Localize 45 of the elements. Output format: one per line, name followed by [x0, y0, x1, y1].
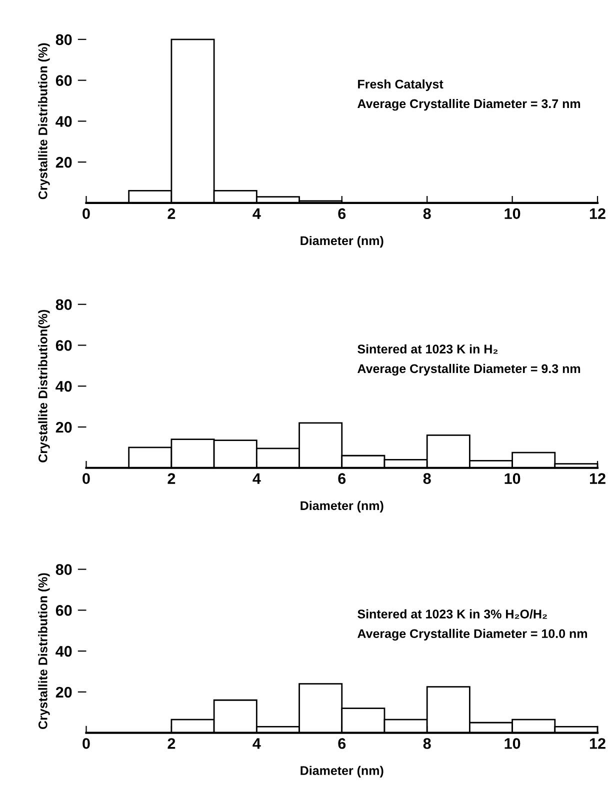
y-tick-label: 20 [56, 156, 72, 168]
y-axis-title: Crystallite Distribution (%) [38, 573, 50, 730]
x-tick-label: 6 [338, 473, 346, 484]
annotation: Average Crystallite Diameter = 9.3 nm [358, 364, 580, 376]
x-axis-title: Diameter (nm) [300, 236, 384, 248]
y-tick-label: 60 [56, 605, 72, 616]
annotation: Average Crystallite Diameter = 10.0 nm [358, 628, 587, 641]
x-tick-label: 10 [504, 738, 520, 749]
x-tick-label: 6 [338, 208, 346, 220]
x-tick-label: 8 [423, 208, 431, 220]
x-tick-label: 10 [504, 473, 520, 484]
x-tick-label: 2 [168, 738, 176, 749]
y-tick-label: 40 [56, 646, 72, 657]
y-tick-label: 60 [56, 75, 72, 86]
y-axis-title: Crystallite Distribution(%) [38, 310, 50, 462]
x-tick-label: 2 [168, 208, 176, 219]
x-tick-label: 8 [423, 738, 431, 749]
y-tick-label: 80 [56, 564, 72, 575]
x-tick-label: 4 [252, 208, 261, 219]
x-tick-label: 0 [82, 473, 90, 484]
y-axis-title: Crystallite Distribution (%) [38, 43, 50, 200]
annotation: Fresh Catalyst [358, 79, 444, 92]
y-tick-label: 40 [56, 380, 72, 392]
x-tick-label: 2 [168, 473, 176, 484]
annotation: Average Crystallite Diameter = 3.7 nm [358, 98, 580, 111]
x-axis-title: Diameter (nm) [300, 766, 384, 778]
y-tick-label: 80 [56, 34, 72, 46]
y-tick-label: 20 [56, 422, 72, 433]
x-tick-label: 4 [252, 473, 261, 484]
y-tick-label: 40 [56, 116, 72, 127]
y-tick-label: 80 [56, 299, 72, 310]
x-tick-label: 12 [590, 738, 606, 749]
x-tick-label: 10 [504, 208, 520, 220]
x-tick-label: 0 [82, 208, 90, 220]
x-tick-label: 8 [423, 473, 431, 484]
annotation: Sintered at 1023 K in 3% H₂O/H₂ [358, 609, 547, 619]
y-tick-label: 60 [56, 340, 72, 351]
x-tick-label: 4 [252, 738, 261, 749]
annotation: Sintered at 1023 K in H₂ [358, 344, 498, 354]
x-tick-label: 6 [338, 738, 346, 749]
y-tick-label: 20 [56, 686, 72, 698]
x-tick-label: 12 [590, 208, 606, 219]
x-axis-title: Diameter (nm) [300, 500, 384, 513]
x-tick-label: 12 [590, 473, 606, 484]
x-tick-label: 0 [82, 738, 90, 749]
